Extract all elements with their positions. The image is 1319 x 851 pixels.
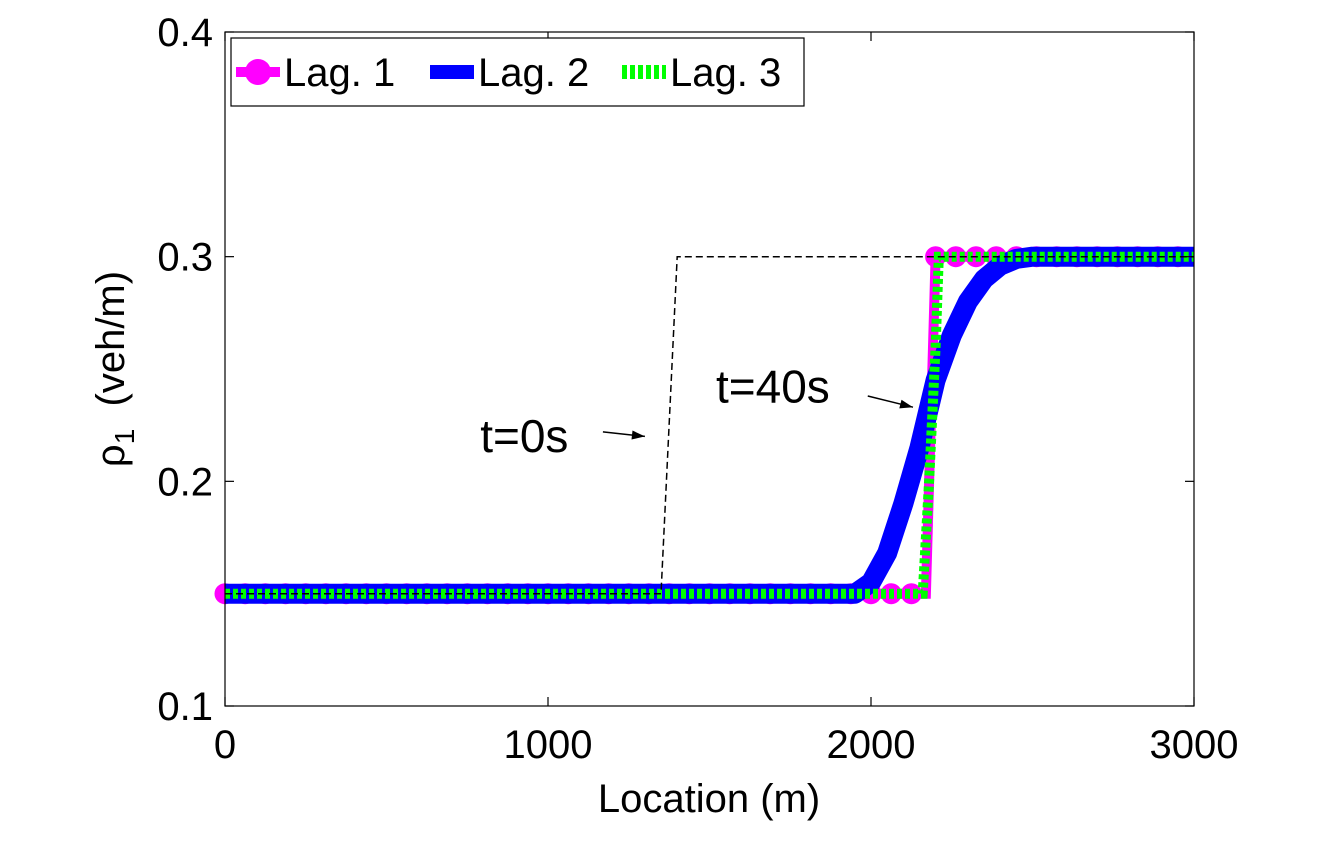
annotation-1: t=0s — [480, 410, 645, 462]
legend-entry-3: Lag. 3 — [622, 51, 781, 95]
annotation-arrow-head — [899, 399, 913, 409]
annotation-label: t=0s — [480, 410, 568, 462]
x-tick-label: 0 — [214, 723, 236, 767]
y-axis-label-main: ρ — [89, 444, 133, 467]
y-tick-label: 0.3 — [157, 236, 213, 280]
ticks-layer: 0 1000 2000 3000 0.1 0.2 0.3 0.4 — [157, 11, 1238, 767]
annotation-layer: t=0s t=40s — [480, 361, 914, 462]
series-lag-2-line — [225, 246, 1194, 604]
y-axis-label: ρ1 (veh/m) — [89, 271, 140, 467]
y-tick-label: 0.4 — [157, 11, 213, 55]
x-axis-label: Location (m) — [598, 777, 820, 821]
legend-label: Lag. 2 — [478, 51, 589, 95]
series-layer — [214, 246, 1194, 605]
legend-entry-1: Lag. 1 — [236, 51, 395, 95]
legend-label: Lag. 3 — [670, 51, 781, 95]
annotation-label: t=40s — [716, 361, 830, 413]
y-axis-label-sub: 1 — [109, 429, 140, 445]
x-tick-label: 1000 — [504, 723, 593, 767]
legend-swatch-marker — [245, 59, 271, 85]
x-tick-label: 2000 — [827, 723, 916, 767]
plot-background — [225, 32, 1194, 706]
legend-label: Lag. 1 — [284, 51, 395, 95]
legend: Lag. 1 Lag. 2 Lag. 3 — [230, 37, 805, 107]
plot-frame — [224, 31, 1195, 707]
y-tick-label: 0.1 — [157, 685, 213, 729]
annotation-arrow-head — [631, 430, 645, 440]
legend-box — [230, 37, 805, 107]
series-lag-2 — [225, 246, 1194, 604]
x-tick-label: 3000 — [1150, 723, 1239, 767]
legend-entry-2: Lag. 2 — [430, 51, 589, 95]
annotation-2: t=40s — [716, 361, 914, 413]
y-tick-label: 0.2 — [157, 460, 213, 504]
y-axis-label-rest: (veh/m) — [89, 271, 133, 429]
series-lag-1-marker — [900, 583, 922, 605]
